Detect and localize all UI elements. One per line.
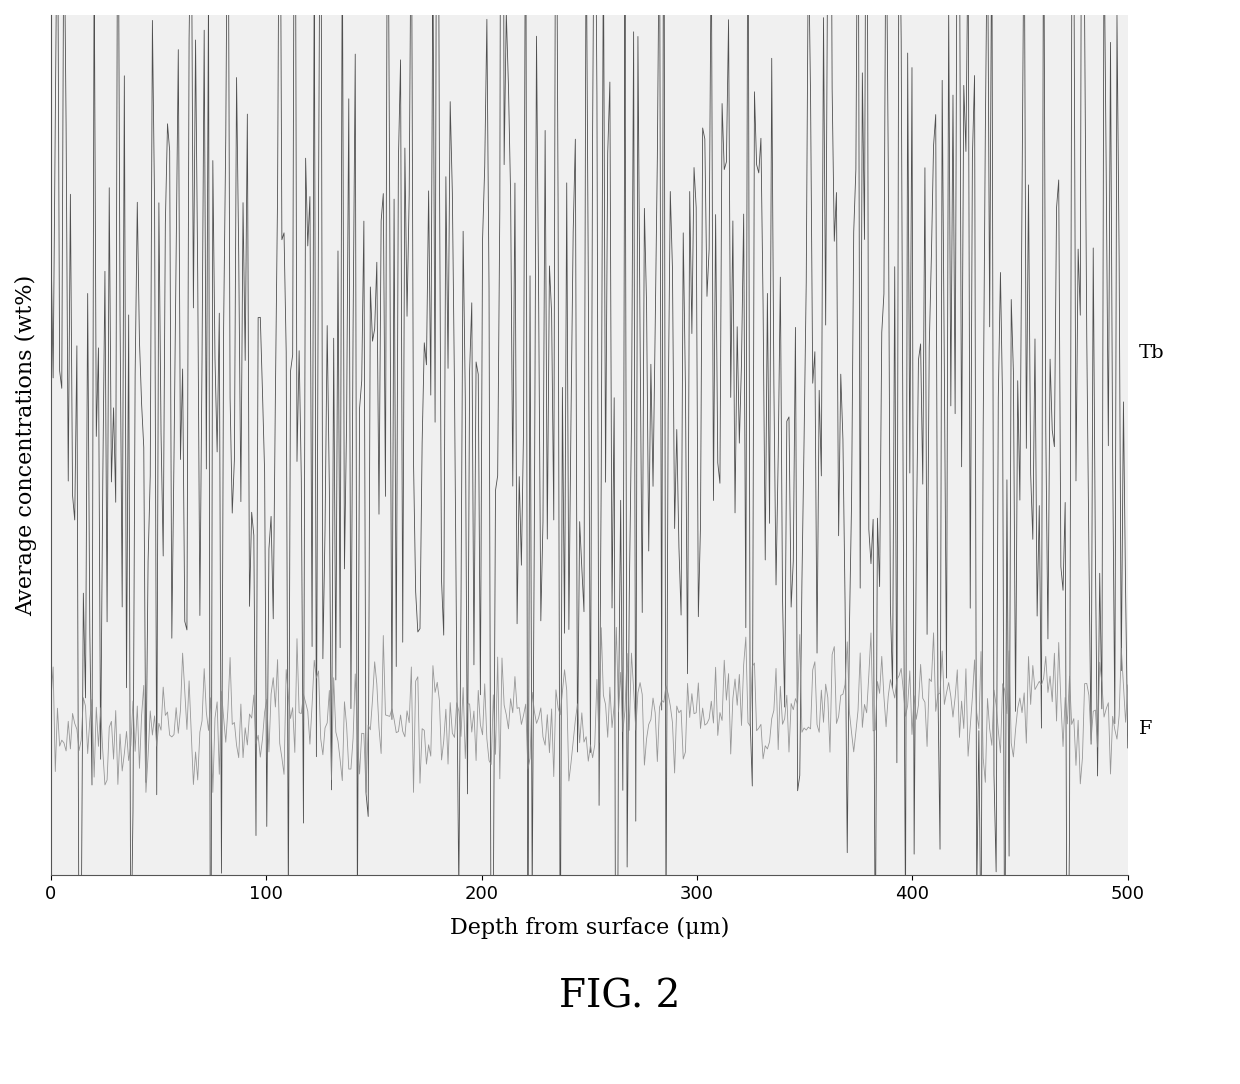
Text: Tb: Tb	[1138, 344, 1164, 362]
Text: F: F	[1138, 720, 1152, 737]
X-axis label: Depth from surface (μm): Depth from surface (μm)	[450, 917, 729, 939]
Y-axis label: Average concentrations (wt%): Average concentrations (wt%)	[15, 274, 37, 616]
Text: FIG. 2: FIG. 2	[559, 979, 681, 1016]
